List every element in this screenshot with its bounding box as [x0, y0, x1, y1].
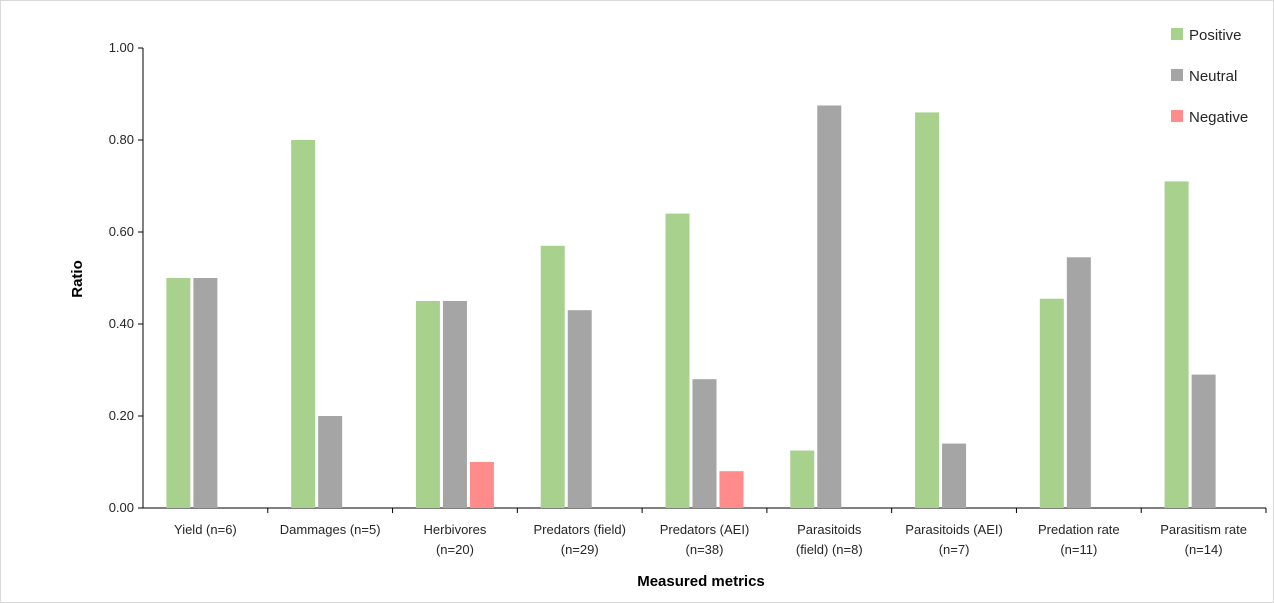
legend-swatch-positive: [1171, 28, 1183, 40]
x-category-label: (n=11): [1060, 542, 1097, 557]
y-tick-labels: 0.00 0.20 0.40 0.60 0.80 1.00: [109, 40, 134, 515]
bar-neutral-3: [567, 310, 592, 508]
bar-neutral-1: [318, 416, 343, 508]
bar-positive-2: [415, 301, 440, 508]
legend-swatch-negative: [1171, 110, 1183, 122]
x-category-label: Predators (AEI): [660, 522, 750, 537]
x-category-label: (n=14): [1185, 542, 1223, 557]
x-category-label: Parasitoids (AEI): [905, 522, 1003, 537]
x-category-label: Dammages (n=5): [280, 522, 381, 537]
bar-positive-7: [1039, 298, 1064, 508]
legend-label-neutral: Neutral: [1189, 68, 1237, 85]
legend-label-negative: Negative: [1189, 109, 1248, 126]
y-tick-label: 1.00: [109, 40, 134, 55]
y-axis-title: Ratio: [69, 260, 86, 298]
x-category-label: (n=38): [686, 542, 724, 557]
legend: Positive Neutral Negative: [1171, 27, 1248, 126]
bar-positive-5: [790, 450, 815, 508]
bar-positive-1: [291, 140, 316, 508]
x-category-labels: Yield (n=6) Dammages (n=5) Herbivores (n=20…: [174, 522, 1247, 557]
y-tick-label: 0.60: [109, 224, 134, 239]
bar-neutral-2: [442, 301, 467, 508]
y-tick-label: 0.40: [109, 316, 134, 331]
bar-positive-8: [1164, 181, 1189, 508]
bar-neutral-6: [942, 443, 967, 508]
x-category-label: (n=7): [939, 542, 970, 557]
bar-positive-6: [915, 112, 940, 509]
x-category-label: Herbivores: [424, 522, 487, 537]
x-category-label: Predation rate: [1038, 522, 1120, 537]
legend-swatch-neutral: [1171, 69, 1183, 81]
x-category-label: (n=29): [561, 542, 599, 557]
x-category-label: (field) (n=8): [796, 542, 863, 557]
bar-positive-4: [665, 213, 690, 508]
x-category-label: (n=20): [436, 542, 474, 557]
legend-label-positive: Positive: [1189, 27, 1242, 44]
y-tick-label: 0.80: [109, 132, 134, 147]
x-category-label: Parasitoids: [797, 522, 862, 537]
bar-neutral-4: [692, 379, 717, 508]
bar-neutral-5: [817, 105, 842, 508]
bar-neutral-7: [1066, 257, 1091, 508]
x-axis-title: Measured metrics: [637, 573, 765, 590]
bar-neutral-8: [1191, 374, 1216, 508]
bars: [166, 105, 1216, 509]
bar-positive-3: [540, 245, 565, 509]
bar-negative-2: [469, 462, 494, 508]
y-tick-label: 0.20: [109, 408, 134, 423]
x-category-label: Yield (n=6): [174, 522, 237, 537]
bar-neutral-0: [193, 278, 218, 508]
y-tick-label: 0.00: [109, 500, 134, 515]
x-category-label: Parasitism rate: [1160, 522, 1247, 537]
bar-positive-0: [166, 278, 191, 508]
x-category-label: Predators (field): [533, 522, 625, 537]
bar-negative-4: [719, 471, 744, 508]
